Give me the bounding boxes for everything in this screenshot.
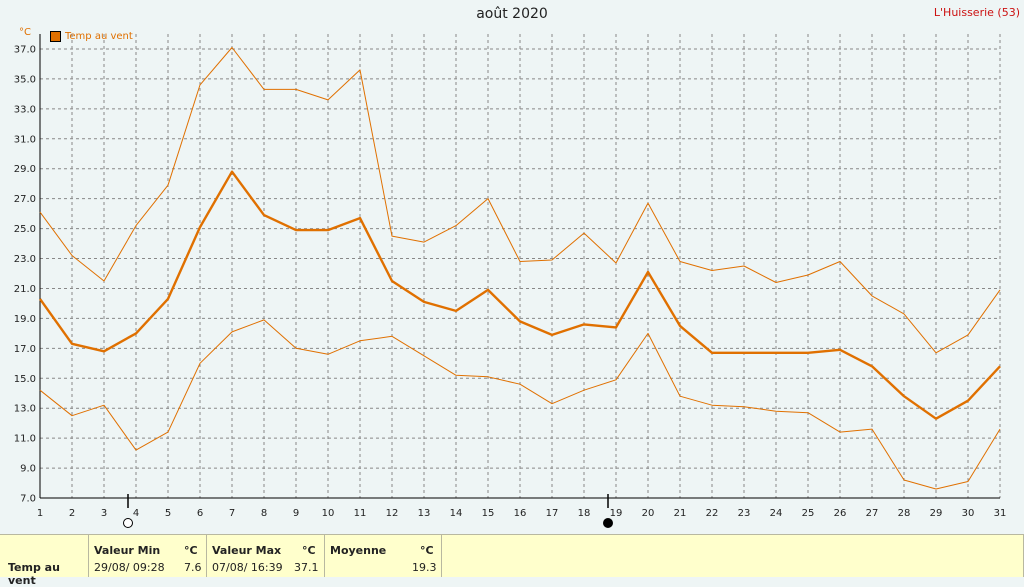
max-unit: °C [302,544,316,557]
footer-max-cell: Valeur Max °C 07/08/ 16:39 37.1 [206,535,325,577]
x-tick-label: 3 [101,508,107,519]
x-tick-label: 14 [450,508,463,519]
y-tick-label: 29.0 [14,164,36,175]
x-tick-label: 31 [994,508,1007,519]
legend-swatch [50,31,61,42]
new-moon-icon [123,518,133,528]
x-tick-label: 18 [578,508,591,519]
x-tick-label: 10 [322,508,335,519]
temperature-chart: 7.09.011.013.015.017.019.021.023.025.027… [14,34,1007,528]
x-tick-label: 19 [610,508,623,519]
legend: Temp au vent [50,31,133,42]
x-tick-label: 1 [37,508,43,519]
max-label: Valeur Max [212,544,282,557]
series-line-max [39,47,1001,354]
y-tick-label: 11.0 [14,434,36,445]
y-tick-label: 27.0 [14,194,36,205]
x-tick-label: 5 [165,508,171,519]
x-tick-label: 17 [546,508,559,519]
y-tick-label: 13.0 [14,404,36,415]
footer-series-name: Temp au vent [8,561,60,587]
y-tick-label: 35.0 [14,74,36,85]
x-tick-label: 6 [197,508,203,519]
y-tick-label: 33.0 [14,104,36,115]
mean-label: Moyenne [330,544,387,557]
x-tick-label: 7 [229,508,235,519]
chart-title: août 2020 [476,6,548,22]
x-tick-label: 13 [418,508,431,519]
x-tick-label: 11 [354,508,367,519]
y-tick-label: 17.0 [14,344,36,355]
x-tick-label: 23 [738,508,751,519]
x-tick-label: 9 [293,508,299,519]
legend-label: Temp au vent [65,31,133,42]
full-moon-icon [603,518,613,528]
x-tick-label: 30 [962,508,975,519]
y-tick-label: 9.0 [20,464,36,475]
mean-value: 19.3 [412,561,437,574]
y-tick-label: 19.0 [14,314,36,325]
x-tick-label: 16 [514,508,527,519]
x-tick-label: 26 [834,508,847,519]
min-when: 29/08/ 09:28 [94,561,165,574]
footer-series-cell: Temp au vent [0,535,89,587]
footer-min-cell: Valeur Min °C 29/08/ 09:28 7.6 [88,535,207,577]
y-tick-label: 37.0 [14,44,36,55]
x-tick-label: 20 [642,508,655,519]
min-label: Valeur Min [94,544,161,557]
min-unit: °C [184,544,198,557]
y-tick-label: 15.0 [14,374,36,385]
x-tick-label: 4 [133,508,139,519]
x-tick-label: 22 [706,508,719,519]
x-tick-label: 21 [674,508,687,519]
x-tick-label: 2 [69,508,75,519]
series-line-mean [39,170,1001,420]
y-tick-label: 25.0 [14,224,36,235]
min-value: 7.6 [184,561,202,574]
footer-empty-cell [441,535,1024,577]
stats-footer: Temp au vent Valeur Min °C 29/08/ 09:28 … [0,534,1024,587]
mean-unit: °C [420,544,434,557]
max-value: 37.1 [294,561,319,574]
series-line-min [39,319,1001,490]
x-tick-label: 12 [386,508,399,519]
x-tick-label: 15 [482,508,495,519]
y-axis-unit: °C [19,27,31,38]
x-tick-label: 8 [261,508,267,519]
x-tick-label: 27 [866,508,879,519]
x-tick-label: 29 [930,508,943,519]
y-tick-label: 23.0 [14,254,36,265]
footer-mean-cell: Moyenne °C 19.3 [324,535,442,577]
y-tick-label: 7.0 [20,494,36,505]
x-tick-label: 28 [898,508,911,519]
x-tick-label: 24 [770,508,783,519]
y-tick-label: 31.0 [14,134,36,145]
x-tick-label: 25 [802,508,815,519]
station-name: L'Huisserie (53) [933,6,1020,19]
y-tick-label: 21.0 [14,284,36,295]
max-when: 07/08/ 16:39 [212,561,283,574]
